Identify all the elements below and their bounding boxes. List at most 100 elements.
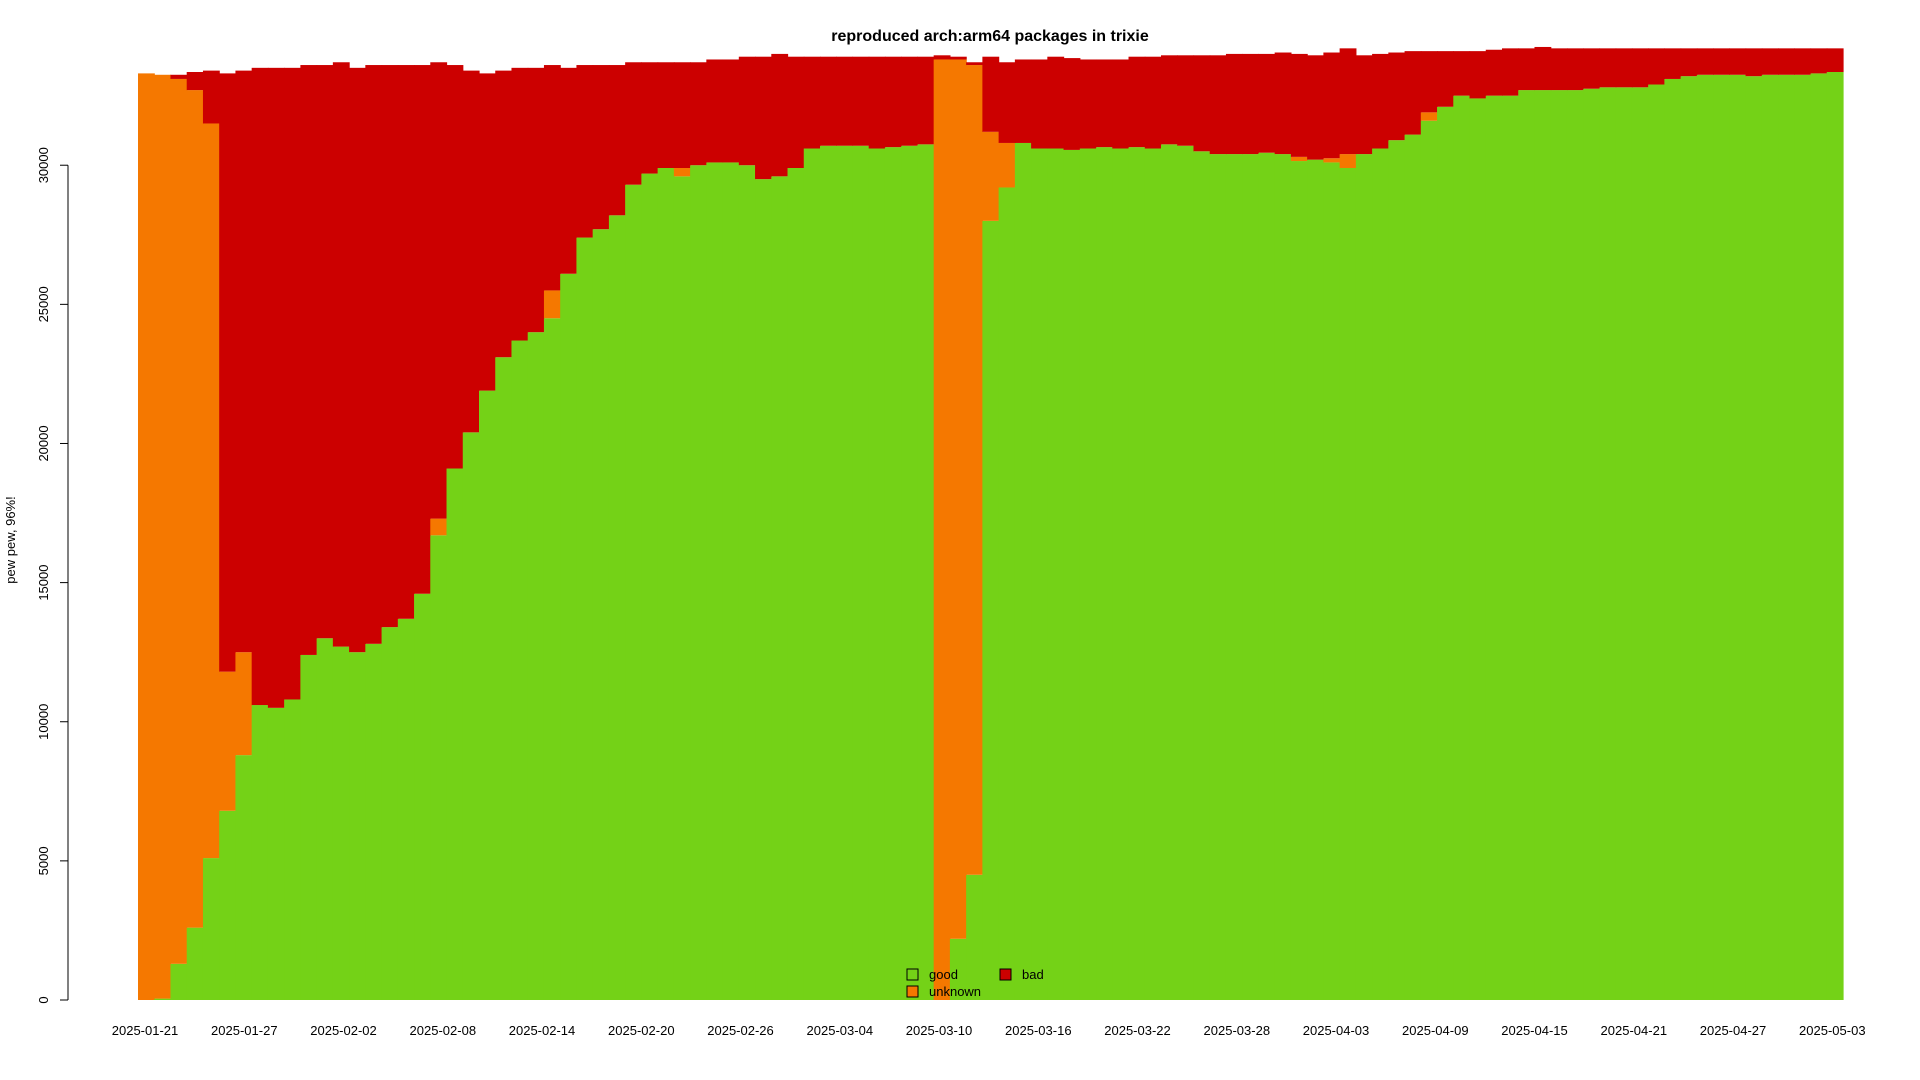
bar-segment-good — [300, 654, 318, 1000]
bar-segment-good — [608, 215, 626, 1001]
x-tick-label: 2025-04-03 — [1303, 1023, 1370, 1038]
bar-segment-good — [267, 707, 285, 1000]
bar-segment-bad — [1713, 48, 1730, 75]
bar-segment-good — [1193, 151, 1211, 1001]
x-tick-label: 2025-01-21 — [112, 1023, 179, 1038]
bar-segment-good — [1469, 98, 1487, 1001]
bar-segment-good — [1664, 78, 1682, 1000]
bar-segment-good — [966, 874, 983, 1000]
bar-segment-bad — [527, 67, 545, 333]
bar-segment-bad — [1177, 55, 1195, 146]
bar-segment-good — [1680, 76, 1698, 1001]
y-tick-label: 10000 — [36, 704, 51, 740]
legend-bad-swatch — [999, 968, 1012, 981]
bar-segment-good — [430, 535, 448, 1000]
x-tick-label: 2025-03-22 — [1104, 1023, 1171, 1038]
bar-segment-bad — [836, 56, 854, 146]
bar-segment-bad — [868, 56, 886, 149]
bar-segment-bad — [316, 65, 334, 639]
bar-segment-bad — [1193, 55, 1211, 152]
y-tick-label: 20000 — [36, 425, 51, 461]
bar-segment-bad — [1063, 58, 1081, 150]
y-axis: 0 5000 10000 15000 20000 25000 30000 — [36, 147, 69, 1004]
bar-segment-bad — [300, 65, 318, 655]
bar-segment-bad — [884, 56, 902, 148]
bar-segment-good — [1713, 74, 1730, 1000]
bar-segment-bad — [1648, 48, 1665, 85]
bar-segment-good — [397, 618, 415, 1000]
bar-segment-bad — [966, 62, 983, 66]
bar-segment-bad — [917, 56, 935, 145]
bar-segment-bad — [267, 67, 285, 708]
bar-segment-good — [511, 340, 529, 1000]
legend-good-label: good — [929, 967, 958, 982]
bar-segment-bad — [446, 65, 464, 469]
bar-segment-unknown — [170, 78, 188, 964]
bar-segment-bad — [1437, 51, 1454, 107]
bar-segment-bad — [1696, 48, 1714, 75]
bar-segment-bad — [852, 56, 870, 146]
bar-segment-bad — [771, 53, 789, 177]
bar-segment-good — [755, 179, 772, 1000]
bar-segment-good — [673, 176, 691, 1001]
bar-segment-good — [1323, 162, 1341, 1000]
bar-segment-bad — [738, 56, 756, 166]
bar-segment-bad — [949, 56, 967, 60]
bar-segment-good — [1128, 147, 1146, 1000]
bar-segment-good — [1566, 90, 1584, 1001]
bar-segment-good — [1339, 168, 1357, 1000]
bar-segment-good — [1014, 142, 1032, 1000]
bar-segment-good — [722, 162, 740, 1000]
bar-segment-good — [154, 998, 172, 1000]
bar-segment-bad — [1761, 48, 1779, 75]
y-tick-label: 30000 — [36, 147, 51, 183]
bar-segment-good — [1437, 106, 1454, 1000]
bar-segment-good — [641, 173, 659, 1000]
bar-segment-good — [852, 145, 870, 1001]
x-tick-label: 2025-03-16 — [1005, 1023, 1072, 1038]
bar-segment-bad — [641, 62, 659, 174]
bar-segment-bad — [1778, 48, 1795, 75]
bar-segment-good — [1778, 74, 1795, 1000]
bar-segment-bad — [1794, 48, 1812, 75]
bar-segment-good — [1031, 148, 1048, 1000]
x-tick-label: 2025-02-14 — [509, 1023, 576, 1038]
bar-segment-bad — [495, 70, 513, 358]
bar-segment-bad — [1079, 59, 1097, 149]
x-tick-label: 2025-04-27 — [1700, 1023, 1767, 1038]
bar-segment-bad — [430, 62, 448, 519]
bar-segment-bad — [1599, 48, 1617, 88]
bar-segment-unknown — [673, 168, 691, 177]
bar-segment-bad — [1225, 53, 1243, 155]
x-tick-label: 2025-02-08 — [410, 1023, 477, 1038]
bar-segment-good — [1794, 74, 1812, 1000]
bar-segment-bad — [982, 56, 1000, 132]
bar-segment-bad — [1014, 59, 1032, 143]
bar-segment-bad — [1161, 55, 1178, 145]
chart-title: reproduced arch:arm64 packages in trixie — [831, 28, 1149, 45]
bar-segment-good — [657, 168, 675, 1000]
bar-segment-bad — [1810, 48, 1828, 74]
bar-segment-unknown — [1420, 112, 1438, 121]
bar-segment-good — [1225, 154, 1243, 1001]
legend-unknown-swatch — [906, 985, 919, 998]
bar-segment-unknown — [949, 59, 967, 939]
bar-segment-unknown — [235, 652, 253, 756]
bar-segment-bad — [543, 65, 561, 291]
bar-segment-good — [1615, 87, 1633, 1001]
bar-segment-bad — [1031, 59, 1048, 149]
bar-segment-bad — [332, 62, 350, 647]
bar-segment-good — [803, 148, 821, 1000]
bar-segment-good — [1420, 120, 1438, 1000]
bar-segment-good — [1274, 154, 1292, 1001]
bar-segment-unknown — [219, 671, 237, 811]
bar-segment-bad — [998, 62, 1016, 143]
bar-segment-good — [1177, 145, 1195, 1001]
bar-segment-good — [1209, 154, 1227, 1001]
bar-segment-good — [202, 858, 220, 1000]
bar-segment-unknown — [966, 65, 983, 875]
bar-segment-good — [1372, 148, 1389, 1000]
bar-segment-bad — [414, 65, 431, 594]
bar-segment-bad — [1274, 52, 1292, 155]
